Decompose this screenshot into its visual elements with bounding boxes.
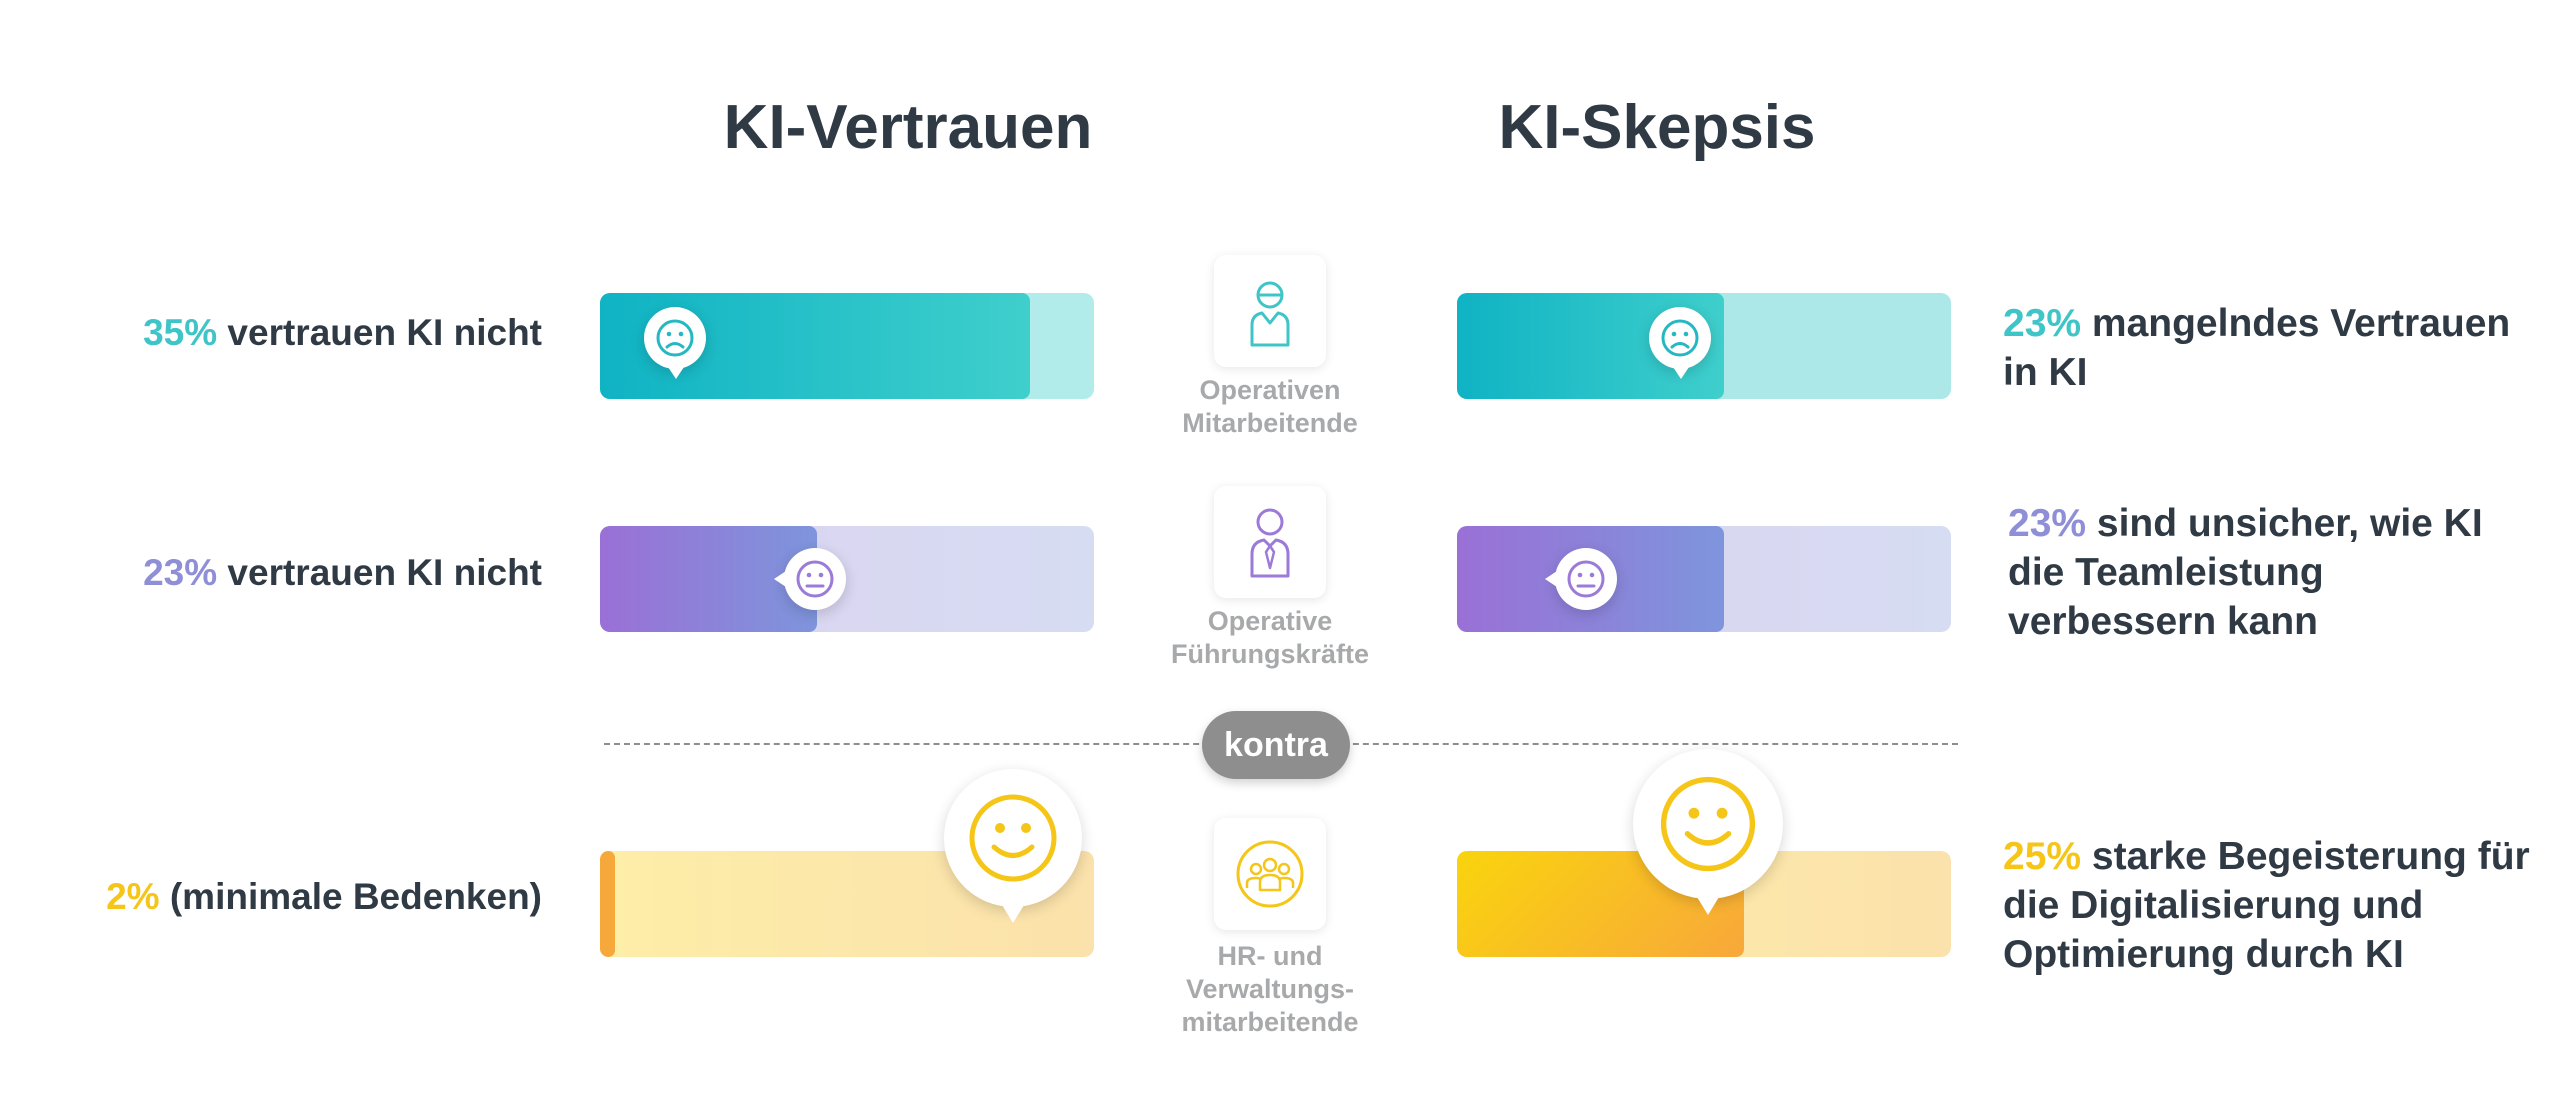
neutral-face-icon [1545,548,1617,610]
left-pct-row-3: 2% [106,876,160,917]
left-text-row-2: vertrauen KI nicht [227,552,542,593]
left-pct-row-2: 23% [143,552,218,593]
right-label-row-1: 23% mangelndes Vertrauen in KI [2003,299,2523,397]
sad-face-icon [644,307,706,379]
right-label-row-3: 25% starke Begeisterung für die Digitali… [2003,832,2543,979]
role-line: Operative [1207,606,1333,636]
right-text-row-2: sind unsicher, wie KI die Teamleistung v… [2008,502,2483,643]
team-icon [1214,818,1326,930]
happy-face-icon [1633,749,1783,915]
column-title-trust: KI-Vertrauen [723,93,1093,162]
bar-track-right-row-3 [1457,749,1951,957]
role-line: Führungskräfte [1170,639,1370,669]
right-text-row-1: mangelndes Vertrauen in KI [2003,302,2511,394]
bar-track-right-row-2 [1457,526,1951,632]
role-line: mitarbeitende [1181,1007,1359,1037]
happy-face-icon [944,769,1082,923]
role-line: Verwaltungs- [1185,974,1355,1004]
right-pct-row-1: 23% [2003,302,2082,345]
left-pct-row-1: 35% [143,312,218,353]
role-label-row-2: Operative Führungskräfte [1140,605,1400,671]
right-label-row-2: 23% sind unsicher, wie KI die Teamleistu… [2008,499,2528,646]
left-text-row-3: (minimale Bedenken) [169,876,542,917]
bar-track-right-row-1 [1457,293,1951,399]
kontra-badge: kontra [1202,711,1350,779]
bar-track-left-row-3 [600,769,1094,957]
bar-track-left-row-2 [600,526,1094,632]
role-line: HR- und [1217,941,1323,971]
bar-fill-left-row-3 [600,851,615,957]
right-text-row-3: starke Begeisterung für die Digitalisier… [2003,835,2530,976]
role-line: Mitarbeitende [1182,408,1358,438]
right-pct-row-3: 25% [2003,835,2082,878]
role-line: Operativen [1199,375,1341,405]
left-label-row-1: 35% vertrauen KI nicht [143,312,542,354]
role-label-row-3: HR- und Verwaltungs- mitarbeitende [1140,940,1400,1039]
left-label-row-3: 2% (minimale Bedenken) [106,876,542,918]
sad-face-icon [1649,307,1711,379]
left-text-row-1: vertrauen KI nicht [227,312,542,353]
bar-track-left-row-1 [600,293,1094,399]
role-label-row-1: Operativen Mitarbeitende [1140,374,1400,440]
column-title-skepticism: KI-Skepsis [1498,93,1816,162]
right-pct-row-2: 23% [2008,502,2087,545]
manager-icon [1214,486,1326,598]
left-label-row-2: 23% vertrauen KI nicht [143,552,542,594]
worker-icon [1214,255,1326,367]
neutral-face-icon [774,548,846,610]
